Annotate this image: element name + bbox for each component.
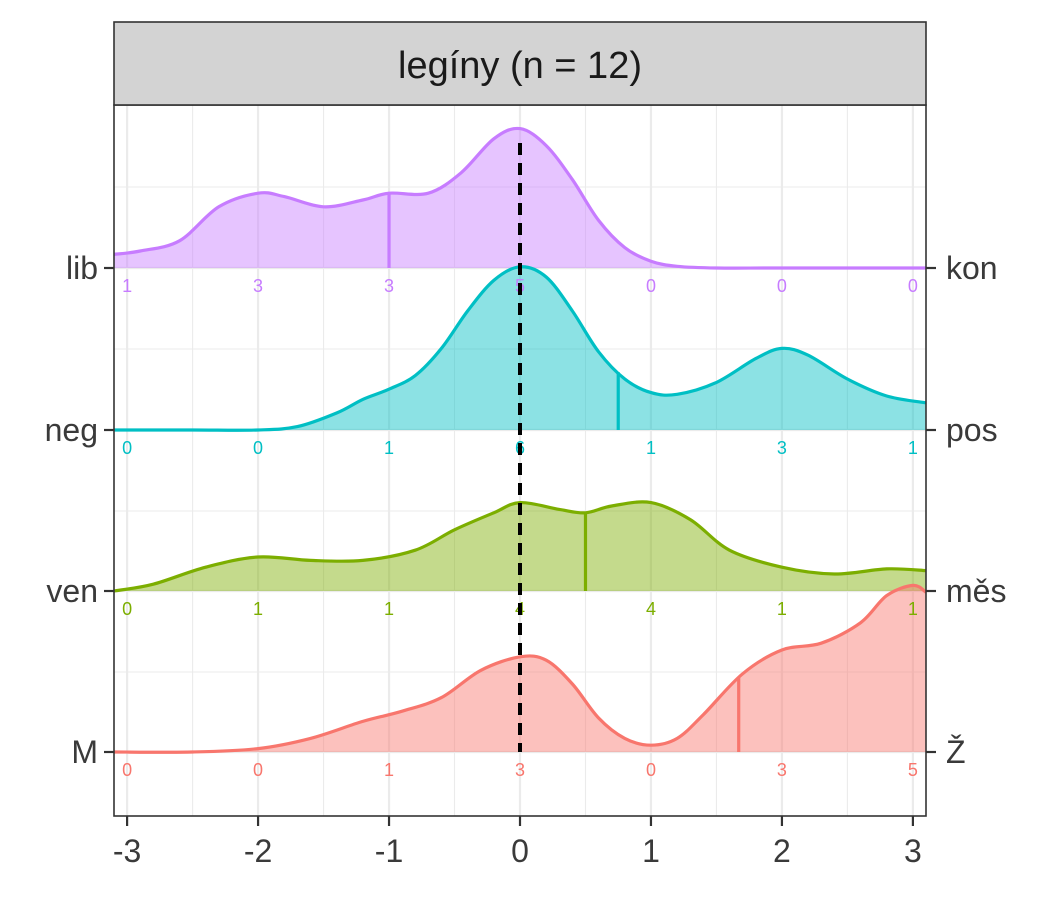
- y-axis-left: lib neg ven M: [45, 250, 114, 770]
- x-tick-label: -2: [244, 833, 272, 869]
- y-label-right: měs: [946, 573, 1006, 609]
- x-tick-label: -3: [113, 833, 141, 869]
- ridge-line-M: [113, 583, 927, 754]
- y-label-left: neg: [45, 412, 98, 448]
- y-label-left: M: [71, 734, 98, 770]
- count-label: 1: [253, 599, 263, 619]
- ridge-line-ven: [113, 500, 927, 593]
- y-label-left: ven: [46, 573, 98, 609]
- count-label: 0: [777, 276, 787, 296]
- strip-title: legíny (n = 12): [398, 45, 642, 87]
- ridge-fill-lib: [114, 128, 926, 269]
- count-label: 0: [122, 599, 132, 619]
- count-label: 0: [253, 438, 263, 458]
- count-label: 1: [908, 599, 918, 619]
- ridge-line-neg: [114, 265, 927, 432]
- count-label: 4: [646, 599, 656, 619]
- ridge-line-lib: [113, 126, 926, 270]
- x-tick-label: 3: [904, 833, 922, 869]
- y-label-right: pos: [946, 412, 998, 448]
- count-label: 3: [253, 276, 263, 296]
- count-label: 1: [908, 438, 918, 458]
- x-tick-label: 0: [511, 833, 529, 869]
- x-tick-label: 2: [773, 833, 791, 869]
- y-label-left: lib: [66, 250, 98, 286]
- count-label: 1: [384, 599, 394, 619]
- count-label: 3: [777, 760, 787, 780]
- y-axis-right: kon pos měs Ž: [926, 250, 1006, 770]
- x-axis: -3 -2 -1 0 1 2 3: [113, 816, 922, 869]
- count-label: 0: [646, 760, 656, 780]
- count-label: 1: [777, 599, 787, 619]
- count-label: 0: [908, 276, 918, 296]
- count-label: 3: [384, 276, 394, 296]
- count-label: 3: [777, 438, 787, 458]
- count-label: 1: [122, 276, 132, 296]
- count-label: 1: [384, 438, 394, 458]
- count-label: 1: [646, 438, 656, 458]
- count-label: 0: [646, 276, 656, 296]
- count-label: 5: [908, 760, 918, 780]
- x-tick-label: -1: [375, 833, 403, 869]
- count-label: 3: [515, 760, 525, 780]
- count-label: 0: [122, 438, 132, 458]
- count-label: 0: [122, 760, 132, 780]
- count-label: 1: [384, 760, 394, 780]
- count-label: 0: [253, 760, 263, 780]
- strip-background: [113, 21, 927, 106]
- x-tick-label: 1: [642, 833, 660, 869]
- y-label-right: kon: [946, 250, 998, 286]
- y-label-right: Ž: [946, 734, 966, 770]
